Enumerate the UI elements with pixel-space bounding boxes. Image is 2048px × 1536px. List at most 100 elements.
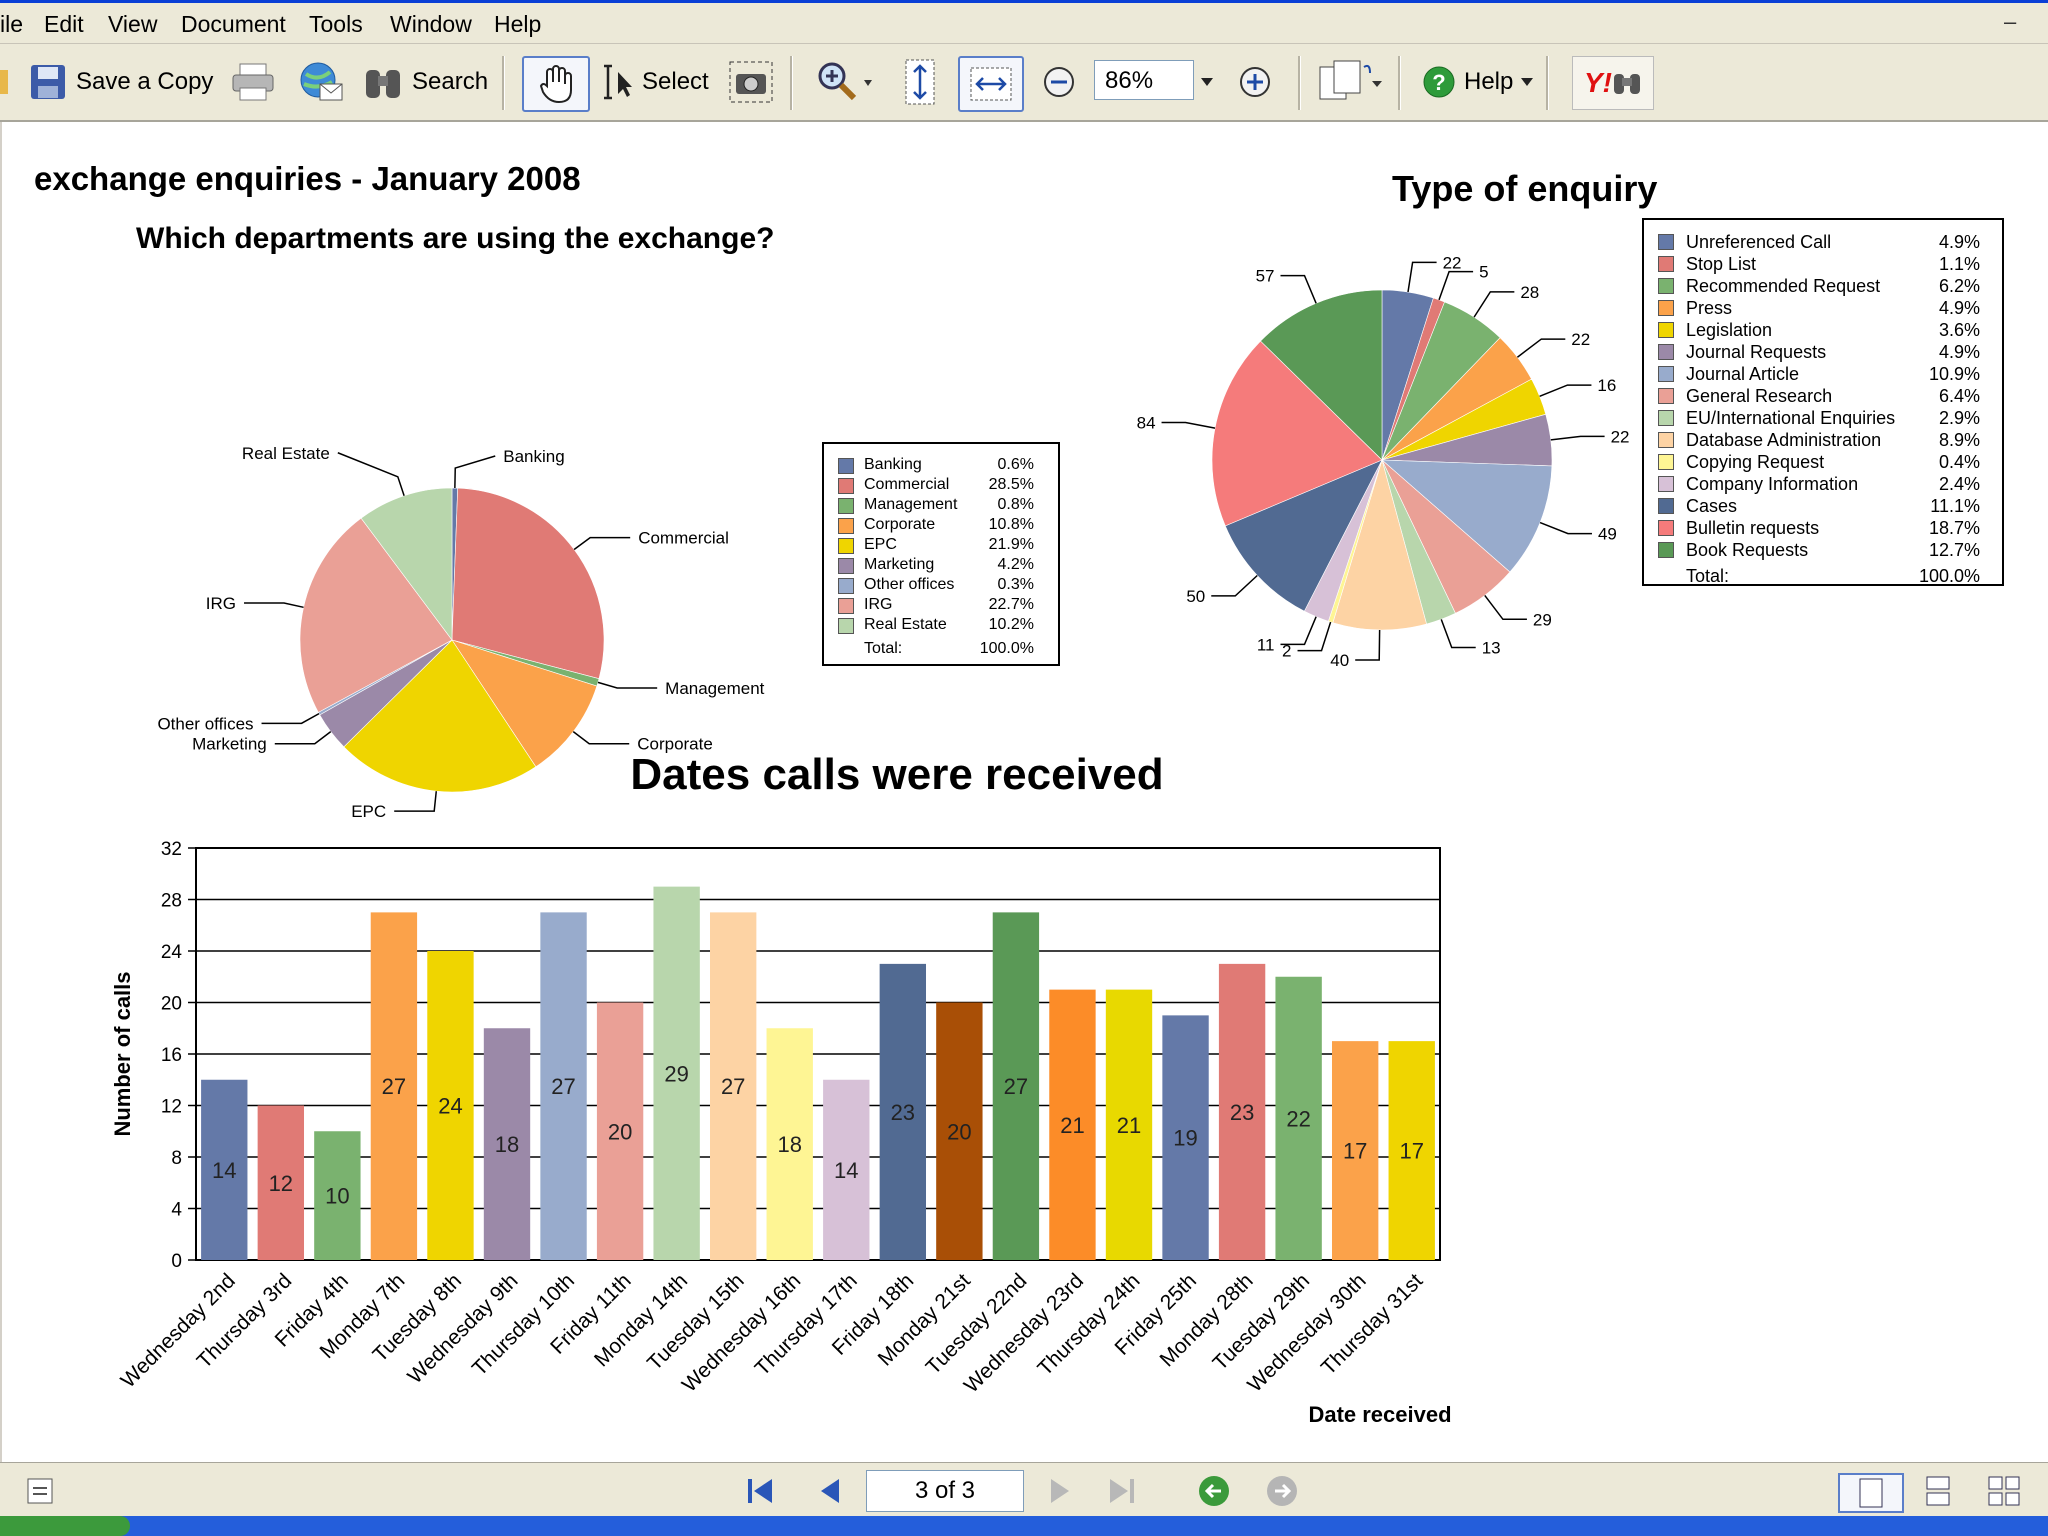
chevron-down-icon [1521, 78, 1534, 86]
single-page-view-button[interactable] [1838, 1473, 1904, 1513]
pie-value-label: 40 [1330, 651, 1349, 670]
legend-percent: 18.7% [1928, 518, 1980, 538]
pie-value-label: 16 [1597, 376, 1616, 395]
yahoo-toolbar-button[interactable]: Y! [1572, 56, 1654, 110]
zoom-dropdown[interactable] [1200, 56, 1214, 108]
leader-line [1550, 435, 1605, 441]
menu-edit[interactable]: Edit [44, 11, 84, 37]
bar-thursday-31st [1388, 1041, 1435, 1260]
zoom-in-button[interactable] [1238, 56, 1272, 108]
window-title-strip [0, 0, 2048, 3]
first-page-button[interactable] [742, 1473, 778, 1509]
pie-value-label: 22 [1611, 427, 1630, 446]
printer-icon [232, 63, 274, 101]
open-icon[interactable] [0, 56, 10, 108]
bar-tuesday-8th [427, 951, 474, 1260]
legend-item: Cases 11.1% [1658, 496, 2016, 516]
bar-wednesday-30th [1331, 1041, 1379, 1260]
bar-value-label: 18 [777, 1132, 801, 1157]
leader-line [454, 455, 496, 489]
facing-view-button[interactable] [1986, 1473, 2022, 1509]
legend-label: Other offices [864, 576, 955, 593]
leader-line [1355, 629, 1381, 661]
zoom-in-tool-button[interactable] [816, 56, 876, 108]
leader-line [597, 681, 658, 689]
fit-width-button[interactable] [958, 56, 1024, 112]
pie-slice-corporate [451, 639, 598, 768]
next-page-button[interactable] [1042, 1473, 1078, 1509]
legend-label: EU/International Enquiries [1686, 408, 1896, 428]
bar-friday-4th [314, 1131, 361, 1260]
legend-item: Marketing 4.2% [838, 556, 1072, 576]
legend-swatch [1658, 366, 1674, 382]
page-number-input[interactable]: 3 of 3 [866, 1470, 1024, 1512]
legend-percent: 0.3% [997, 576, 1034, 593]
save-copy-button[interactable]: Save a Copy [28, 56, 213, 108]
start-button[interactable] [0, 1516, 130, 1536]
minimize-icon[interactable]: – [2004, 9, 2017, 34]
rotate-view-button[interactable] [1318, 56, 1384, 108]
legend-label: Corporate [864, 516, 936, 533]
pie-value-label: 84 [1137, 414, 1156, 433]
enquiry-chart-title: Type of enquiry [1392, 168, 1658, 209]
search-button[interactable]: Search [362, 56, 488, 108]
pie-value-label: 2 [1282, 642, 1291, 661]
page-layout-icon[interactable] [22, 1473, 58, 1509]
last-page-button[interactable] [1104, 1473, 1140, 1509]
save-copy-label: Save a Copy [76, 68, 214, 95]
pie-value-label: 11 [1257, 635, 1275, 654]
leader-line [244, 602, 304, 609]
legend-label: Bulletin requests [1686, 518, 1820, 538]
legend-percent: 10.2% [988, 616, 1034, 633]
email-globe-icon [300, 62, 343, 101]
legend-percent: 12.7% [1928, 540, 1980, 560]
legend-percent: 4.9% [1938, 232, 1980, 252]
charts-canvas: Banking Commercial Management Corporate EPC M… [110, 253, 1630, 1427]
zoom-level-input[interactable]: 86% [1094, 60, 1194, 100]
hand-tool-button[interactable] [522, 56, 590, 112]
bar-value-label: 10 [325, 1184, 349, 1209]
y-tick-label: 28 [161, 891, 182, 912]
fit-height-button[interactable] [900, 56, 940, 108]
y-tick-label: 20 [161, 994, 182, 1015]
document-page: exchange enquiries - January 2008 Which … [2, 122, 2048, 1462]
legend-swatch [838, 518, 854, 534]
legend-swatch [1658, 256, 1674, 272]
bar-wednesday-16th [766, 1028, 813, 1260]
continuous-view-button[interactable] [1920, 1473, 1956, 1509]
bar-value-label: 27 [1004, 1074, 1028, 1099]
help-button[interactable]: ? Help [1422, 56, 1535, 108]
menu-window[interactable]: Window [390, 11, 472, 37]
legend-item: EU/International Enquiries 2.9% [1658, 408, 2016, 428]
floppy-icon [31, 65, 65, 99]
pie-value-label: 57 [1256, 267, 1275, 286]
bar-value-label: 27 [382, 1074, 406, 1099]
menu-view[interactable]: View [108, 11, 158, 37]
bar-value-label: 21 [1117, 1113, 1141, 1138]
menu-document[interactable]: Document [181, 11, 286, 37]
go-back-button[interactable] [1196, 1473, 1232, 1509]
leader-line [1280, 616, 1317, 646]
leader-line [1539, 521, 1592, 535]
bar-value-label: 20 [608, 1119, 632, 1144]
leader-line [261, 712, 320, 725]
leader-line [573, 536, 631, 551]
zoom-out-button[interactable] [1042, 56, 1076, 108]
menu-help[interactable]: Help [494, 11, 542, 37]
menu-file[interactable]: ile [0, 11, 24, 37]
legend-item: Copying Request 0.4% [1658, 452, 2016, 472]
legend-item: Commercial 28.5% [838, 476, 1072, 496]
go-forward-button[interactable] [1264, 1473, 1300, 1509]
legend-item: Book Requests 12.7% [1658, 540, 2016, 560]
snapshot-button[interactable] [728, 56, 774, 108]
bar-tuesday-22nd [992, 912, 1040, 1260]
legend-label: Recommended Request [1686, 276, 1881, 296]
leader-line [1161, 421, 1216, 429]
select-tool-button[interactable]: Select [598, 56, 709, 108]
legend-item: Press 4.9% [1658, 298, 2016, 318]
menu-tools[interactable]: Tools [309, 11, 363, 37]
email-button[interactable] [298, 56, 344, 108]
last-page-icon [1110, 1479, 1134, 1503]
print-button[interactable] [230, 56, 276, 108]
previous-page-button[interactable] [812, 1473, 848, 1509]
